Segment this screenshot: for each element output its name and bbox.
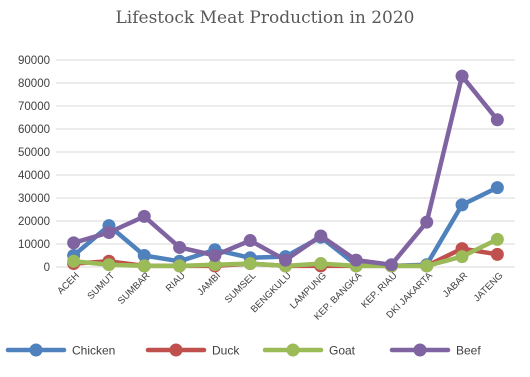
legend-label: Goat [329,344,356,358]
series-group [67,69,504,273]
legend-label: Chicken [72,344,115,358]
data-point-chicken [137,249,151,262]
x-tick-label: ACEH [55,270,82,297]
y-tick-label: 90000 [18,55,50,67]
data-point-goat [314,257,328,271]
data-point-goat [173,259,187,273]
legend: Chicken Duck Goat Beef [5,343,481,358]
data-point-goat [67,254,81,268]
x-tick-label: SUMBAR [116,270,153,307]
data-point-chicken [490,181,504,195]
data-point-duck [490,247,504,261]
data-point-goat [490,232,504,246]
data-point-beef [243,234,257,248]
legend-swatch-marker [413,343,427,357]
legend-swatch-marker [29,343,43,357]
data-point-beef [208,249,222,262]
x-tick-label: JAMBI [195,270,223,298]
legend-swatch-marker [169,343,183,357]
data-point-beef [349,253,363,267]
x-tick-label: JATENG [472,270,506,304]
legend-label: Duck [212,344,240,358]
x-tick-label: SUMUT [85,270,117,302]
legend-swatch-marker [286,343,300,357]
data-point-beef [173,240,187,254]
legend-item-beef: Beef [389,343,481,358]
y-axis-ticks: 0 10000 20000 30000 40000 50000 60000 70000 8000… [18,55,50,274]
data-point-beef [384,258,398,272]
data-point-beef [420,215,434,229]
series-line-beef [71,73,500,267]
series-beef [67,69,504,272]
data-point-goat [208,258,222,272]
x-tick-label: JABAR [441,270,471,300]
y-tick-label: 30000 [18,193,50,205]
legend-item-duck: Duck [145,343,240,358]
data-point-beef [490,113,504,127]
data-point-chicken [455,198,469,212]
y-tick-label: 0 [44,262,50,274]
y-tick-label: 70000 [18,101,50,113]
y-tick-label: 80000 [18,78,50,90]
legend-item-goat: Goat [262,343,356,358]
y-tick-label: 50000 [18,147,50,159]
data-point-goat [137,259,151,273]
chart-title: Lifestock Meat Production in 2020 [115,8,415,28]
data-point-goat [455,250,469,264]
y-tick-label: 40000 [18,170,50,182]
x-tick-label: RIAU [164,270,188,294]
x-tick-label: SUMSEL [223,270,258,305]
y-tick-label: 10000 [18,239,50,251]
y-tick-label: 20000 [18,216,50,228]
data-point-goat [102,258,116,272]
data-point-beef [137,209,151,223]
y-tick-label: 60000 [18,124,50,136]
legend-label: Beef [456,344,481,358]
data-point-beef [314,229,328,243]
data-point-beef [102,226,116,239]
legend-item-chicken: Chicken [5,343,115,358]
data-point-goat [420,259,434,273]
data-point-beef [455,69,469,83]
data-point-beef [279,253,292,267]
data-point-beef [67,236,81,250]
data-point-goat [243,257,257,271]
